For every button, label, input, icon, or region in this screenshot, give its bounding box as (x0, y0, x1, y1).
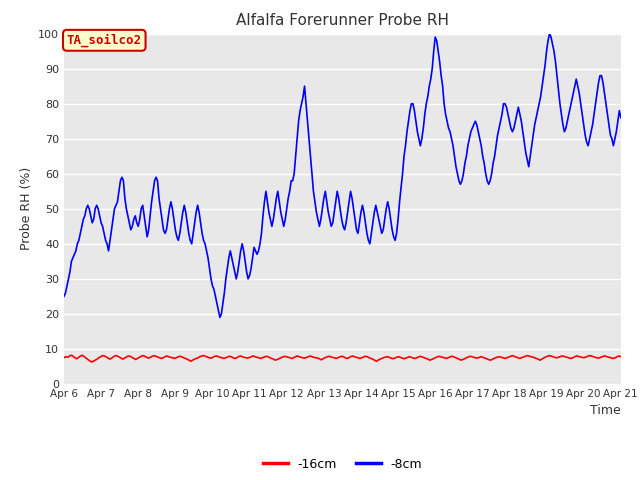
Text: TA_soilco2: TA_soilco2 (67, 34, 142, 47)
Title: Alfalfa Forerunner Probe RH: Alfalfa Forerunner Probe RH (236, 13, 449, 28)
Legend: -16cm, -8cm: -16cm, -8cm (257, 453, 428, 476)
Y-axis label: Probe RH (%): Probe RH (%) (20, 167, 33, 251)
X-axis label: Time: Time (590, 405, 621, 418)
